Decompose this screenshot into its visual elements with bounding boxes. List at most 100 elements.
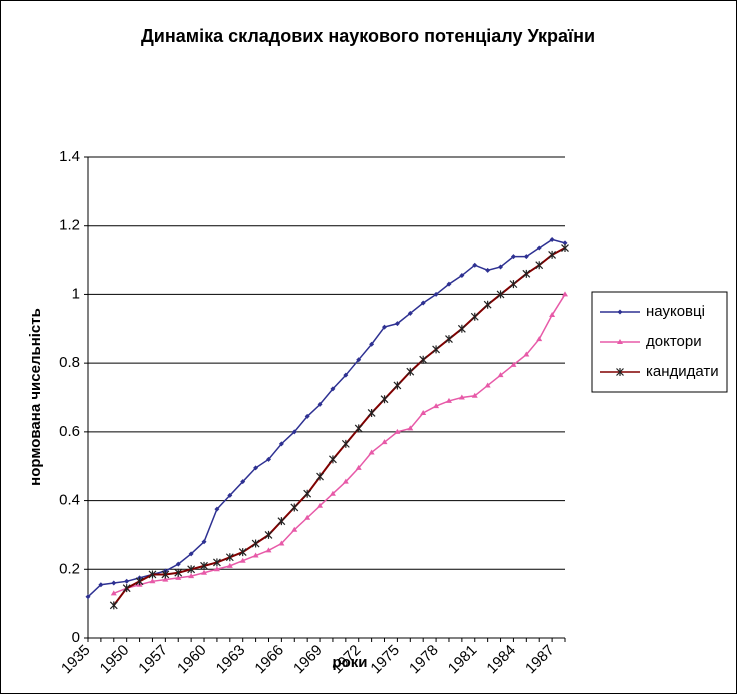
marker [419,355,428,364]
marker [330,386,336,392]
marker [161,570,170,579]
marker [225,553,234,562]
marker [226,562,233,568]
marker [356,357,362,363]
marker [485,267,491,273]
marker [201,569,208,575]
marker [523,254,529,260]
y-tick-label: 0.6 [59,423,80,440]
marker [201,539,207,545]
marker [240,479,246,485]
marker [535,261,544,270]
marker [420,409,427,415]
marker [251,539,260,548]
marker [617,339,623,344]
marker [617,309,623,315]
marker [238,548,247,557]
legend-label: науковці [646,303,705,320]
marker [522,269,531,278]
marker [214,506,220,512]
marker [162,576,169,582]
marker [239,557,246,563]
marker [265,456,271,462]
marker [509,280,518,289]
legend-label: доктори [646,333,702,350]
marker [109,601,118,610]
marker [536,336,543,342]
marker [459,273,465,279]
marker [291,429,297,435]
marker [135,577,144,586]
marker [149,578,156,584]
marker [278,540,285,546]
marker [510,361,517,367]
marker [85,594,91,600]
chart-title: Динаміка складових наукового потенціалу … [141,26,595,46]
marker [523,351,530,357]
marker [432,345,441,354]
marker [433,291,439,297]
marker [394,321,400,327]
marker [498,264,504,270]
series-line [113,294,566,595]
marker [394,428,401,434]
y-tick-label: 0.4 [59,492,80,509]
marker [472,262,478,268]
marker [291,526,298,532]
marker [200,561,208,570]
marker [341,439,350,448]
marker [562,291,568,297]
marker [497,372,504,378]
marker [483,300,492,309]
marker [562,240,568,246]
marker [381,439,388,445]
y-tick-label: 1.2 [59,217,80,234]
marker [616,368,624,376]
marker [458,394,465,400]
marker [188,573,195,579]
marker [367,408,376,417]
marker [380,395,389,404]
y-tick-label: 0.8 [59,354,80,371]
legend-label: кандидати [646,363,719,380]
marker [304,514,311,520]
marker [110,590,117,596]
marker [317,502,324,508]
marker [148,570,157,579]
marker [549,236,555,242]
marker [342,478,349,484]
marker [536,245,542,251]
marker [175,561,181,567]
marker [227,492,233,498]
marker [174,568,183,577]
marker [329,455,337,464]
marker [290,503,299,512]
y-tick-label: 0 [72,629,80,646]
marker [420,300,426,306]
marker [470,312,479,321]
marker [484,382,491,388]
marker [510,254,516,260]
marker [187,565,196,574]
marker [213,566,220,572]
marker [304,413,310,419]
marker [343,372,349,378]
y-tick-label: 1 [72,285,80,302]
marker [471,392,478,398]
marker [277,517,286,526]
marker [317,401,323,407]
marker [329,490,336,496]
marker [496,290,505,299]
series-line [87,238,566,598]
marker [354,424,363,433]
marker [252,552,259,558]
marker [355,464,362,470]
marker [124,578,130,584]
marker [549,312,556,318]
marker [111,580,117,586]
marker [303,489,312,498]
y-tick-label: 1.4 [59,148,80,165]
y-axis-label: нормована чисельність [27,308,44,486]
